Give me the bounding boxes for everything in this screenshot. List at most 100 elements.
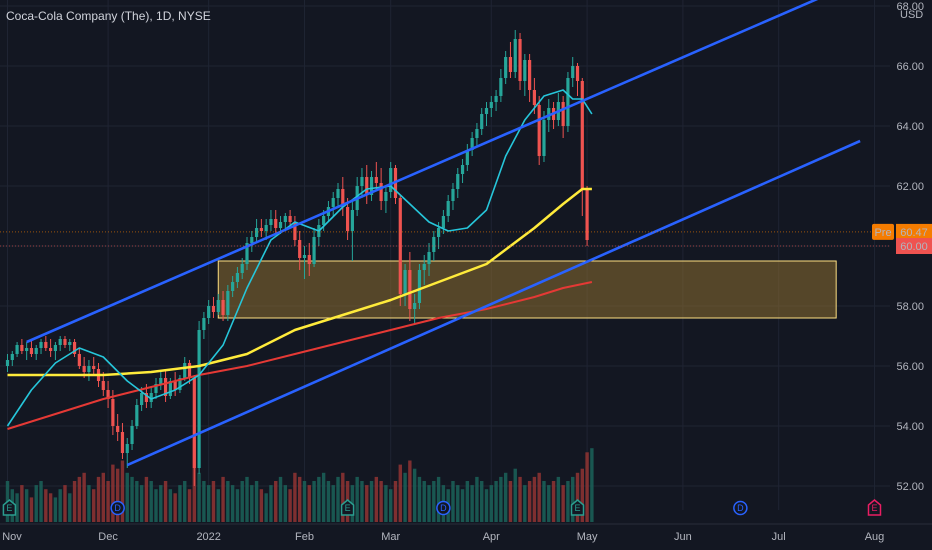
candle-body [87, 366, 91, 372]
ma-long-line [7, 281, 593, 430]
candle-body [159, 378, 163, 384]
candle-body [63, 339, 67, 345]
volume-bar [331, 485, 335, 522]
earnings-marker [570, 499, 585, 516]
candle-body [504, 57, 508, 78]
candle-body [480, 114, 484, 129]
candle-body [566, 78, 570, 126]
candle-body [44, 342, 48, 348]
candle-body [288, 216, 292, 222]
candle-body [575, 66, 580, 81]
candle-body [39, 342, 43, 348]
volume-bar [226, 481, 230, 522]
volume-bar [20, 485, 24, 522]
candle-body [341, 189, 345, 207]
volume-bar [480, 481, 484, 522]
candle-body [417, 270, 422, 303]
time-tick-label: Nov [2, 531, 22, 543]
candlesticks[interactable] [5, 30, 589, 486]
volume-bar [561, 485, 565, 522]
earnings-marker [340, 499, 355, 516]
candle-body [101, 381, 105, 390]
candle-body [216, 300, 220, 312]
volume-bar [82, 472, 86, 522]
candle-body [403, 270, 407, 294]
candle-body [163, 378, 168, 396]
candle-body [264, 225, 268, 231]
pre-badge-text: Pre [874, 227, 891, 239]
volume-bar [317, 476, 321, 522]
trend-channel[interactable] [26, 0, 861, 467]
candle-body [106, 390, 110, 399]
volume-bar [326, 481, 331, 522]
volume-bar [494, 481, 498, 522]
candle-body [240, 264, 244, 273]
volume-bar [283, 485, 288, 522]
volume-bar [523, 485, 527, 522]
candle-body [571, 66, 575, 78]
candle-body [92, 366, 96, 369]
candle-body [49, 348, 53, 351]
volume-bar [470, 485, 474, 522]
candle-body [125, 444, 129, 453]
pre-price-text: 60.47 [900, 227, 928, 239]
candle-body [254, 228, 259, 237]
ma-short-line [6, 89, 593, 427]
candle-body [470, 138, 474, 150]
channel-lower-line [126, 139, 861, 467]
last-price-badge [896, 238, 932, 254]
volume-bar [432, 481, 436, 522]
volume-bar [575, 472, 580, 522]
price-tick-label: 56.00 [896, 361, 924, 373]
candle-body [226, 291, 230, 315]
volume-bar [288, 489, 292, 522]
volume-bar [264, 493, 268, 522]
volume-bar [250, 485, 254, 522]
candle-body [432, 237, 436, 252]
time-tick-label: Jul [772, 531, 786, 543]
volume-bar [398, 464, 402, 522]
candle-body [422, 264, 426, 270]
volume-bar [149, 481, 153, 522]
volume-bar [393, 481, 398, 522]
time-axis[interactable]: Nov Dec 2022 Feb Mar Apr May Jun Jul Aug [0, 523, 932, 543]
candle-body [77, 354, 81, 366]
candle-body [221, 300, 225, 315]
volume-bar [221, 476, 225, 522]
volume-bar [369, 481, 374, 522]
volume-bar [269, 485, 273, 522]
candle-body [173, 381, 177, 390]
volume-bar [120, 460, 125, 522]
volume-bar [183, 481, 187, 522]
volume-bar [278, 476, 283, 522]
price-labels: Pre 60.47 60.00 [0, 223, 932, 254]
candle-body [475, 129, 479, 138]
candle-body [68, 342, 72, 345]
candle-body [369, 177, 374, 195]
volume-bar [417, 476, 422, 522]
volume-bar [297, 476, 302, 522]
candle-body [374, 177, 378, 183]
volume-bar [29, 497, 34, 522]
volume-bar [230, 485, 235, 522]
candle-body [537, 105, 541, 156]
volume-bar [537, 472, 541, 522]
volume-bar [556, 476, 561, 522]
volume-bar [312, 481, 316, 522]
volume-bar [163, 481, 168, 522]
candle-body [235, 273, 240, 282]
candle-body [116, 426, 120, 432]
volume-bar [274, 481, 278, 522]
volume-bar [451, 481, 455, 522]
volume-bar [202, 481, 206, 522]
candle-body [494, 96, 498, 102]
candle-body [245, 243, 249, 264]
candle-body [72, 342, 77, 354]
volume-bar [130, 476, 134, 522]
candle-body [331, 198, 335, 207]
volume-bar [336, 476, 340, 522]
candle-body [120, 432, 125, 453]
volume-bar [355, 476, 359, 522]
